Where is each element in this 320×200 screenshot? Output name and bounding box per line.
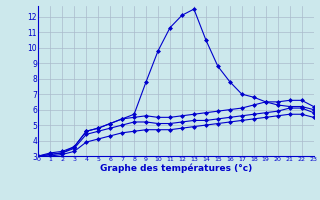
X-axis label: Graphe des températures (°c): Graphe des températures (°c)	[100, 164, 252, 173]
